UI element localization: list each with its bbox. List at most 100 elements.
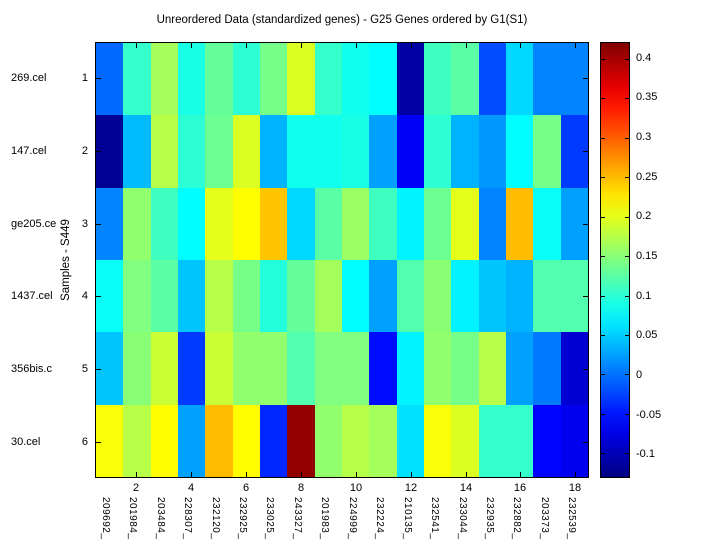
heatmap-cell: [424, 43, 452, 116]
heatmap-cell: [123, 43, 151, 116]
heatmap-cell: [451, 187, 479, 260]
axis-tick-mark: [625, 296, 629, 297]
x-tick-label: 2: [132, 482, 140, 494]
heatmap-cell: [260, 43, 288, 116]
axis-tick-mark: [601, 414, 605, 415]
heatmap-cell: [178, 187, 206, 260]
heatmap-cell: [396, 332, 424, 405]
gene-label: 232882_: [511, 497, 522, 540]
heatmap-cell: [287, 115, 315, 188]
heatmap-cell: [424, 115, 452, 188]
heatmap-cell: [506, 332, 534, 405]
sample-label: 269.cel: [11, 72, 47, 84]
sample-label: ge205.ce: [11, 218, 57, 230]
chart-title: Unreordered Data (standardized genes) - …: [156, 14, 528, 26]
heatmap-cell: [342, 260, 370, 333]
axis-tick-mark: [583, 296, 588, 297]
heatmap-cell: [560, 187, 588, 260]
gene-label: 232925_: [237, 497, 248, 540]
y-tick-label: 4: [81, 290, 88, 302]
heatmap-cell: [506, 404, 534, 477]
x-tick-label: 6: [242, 482, 250, 494]
heatmap-cell: [314, 115, 342, 188]
axis-tick-mark: [301, 472, 302, 477]
x-tick-label: 18: [568, 482, 582, 494]
heatmap-cell: [150, 43, 178, 116]
y-tick-label: 5: [81, 363, 88, 375]
colorbar: [600, 42, 630, 478]
y-tick-label: 6: [81, 436, 88, 448]
colorbar-tick-label: 0.25: [636, 171, 658, 183]
heatmap-cell: [369, 404, 397, 477]
heatmap-cell: [424, 404, 452, 477]
heatmap-cell: [150, 332, 178, 405]
heatmap-cell: [314, 187, 342, 260]
heatmap-cell: [260, 115, 288, 188]
heatmap-cell: [396, 187, 424, 260]
heatmap-cell: [478, 187, 506, 260]
axis-tick-mark: [583, 369, 588, 370]
sample-label: 356bis.c: [11, 363, 52, 375]
heatmap-cell: [424, 187, 452, 260]
axis-tick-mark: [411, 43, 412, 48]
x-tick-label: 4: [187, 482, 195, 494]
heatmap-cell: [314, 260, 342, 333]
gene-label: 209692_: [100, 497, 111, 540]
heatmap-cell: [478, 43, 506, 116]
axis-tick-mark: [625, 217, 629, 218]
heatmap-cell: [287, 260, 315, 333]
axis-tick-mark: [520, 472, 521, 477]
axis-tick-mark: [191, 472, 192, 477]
heatmap-cell: [396, 115, 424, 188]
axis-tick-mark: [583, 151, 588, 152]
heatmap-cell: [506, 43, 534, 116]
axis-tick-mark: [625, 374, 629, 375]
heatmap-cell: [123, 332, 151, 405]
colorbar-tick-label: 0.35: [636, 91, 658, 103]
y-axis-label: Samples - S449: [60, 219, 72, 301]
axis-tick-mark: [96, 442, 101, 443]
axis-tick-mark: [583, 442, 588, 443]
heatmap-plot-area: [95, 42, 589, 478]
axis-tick-mark: [601, 453, 605, 454]
heatmap-cell: [369, 260, 397, 333]
heatmap-cell: [451, 43, 479, 116]
axis-tick-mark: [136, 472, 137, 477]
axis-tick-mark: [246, 43, 247, 48]
gene-label: 232935_: [484, 497, 495, 540]
heatmap-cell: [506, 115, 534, 188]
axis-tick-mark: [301, 43, 302, 48]
heatmap-cell: [451, 332, 479, 405]
gene-label: 232120_: [210, 497, 221, 540]
sample-label: 30.cel: [11, 436, 41, 448]
axis-tick-mark: [625, 98, 629, 99]
heatmap-cell: [451, 404, 479, 477]
axis-tick-mark: [575, 43, 576, 48]
gene-label: 201983_: [319, 497, 330, 540]
axis-tick-mark: [601, 177, 605, 178]
heatmap-cell: [232, 332, 260, 405]
axis-tick-mark: [96, 369, 101, 370]
heatmap-cell: [287, 332, 315, 405]
y-tick-label: 2: [81, 145, 88, 157]
axis-tick-mark: [356, 472, 357, 477]
axis-tick-mark: [625, 414, 629, 415]
heatmap-cell: [96, 404, 124, 477]
x-tick-label: 14: [459, 482, 473, 494]
y-tick-label: 3: [81, 218, 88, 230]
heatmap-cell: [123, 115, 151, 188]
heatmap-cell: [396, 43, 424, 116]
heatmap-cell: [342, 404, 370, 477]
axis-tick-mark: [466, 43, 467, 48]
heatmap-cell: [451, 260, 479, 333]
sample-label: 1437.cel: [11, 290, 53, 302]
colorbar-tick-label: 0.05: [636, 329, 658, 341]
heatmap-cell: [560, 404, 588, 477]
gene-label: 203484_: [155, 497, 166, 540]
heatmap-cell: [506, 187, 534, 260]
x-tick-label: 16: [513, 482, 527, 494]
heatmap-cell: [424, 260, 452, 333]
heatmap-cell: [478, 332, 506, 405]
colorbar-tick-label: 0.15: [636, 250, 658, 262]
heatmap-cell: [314, 43, 342, 116]
